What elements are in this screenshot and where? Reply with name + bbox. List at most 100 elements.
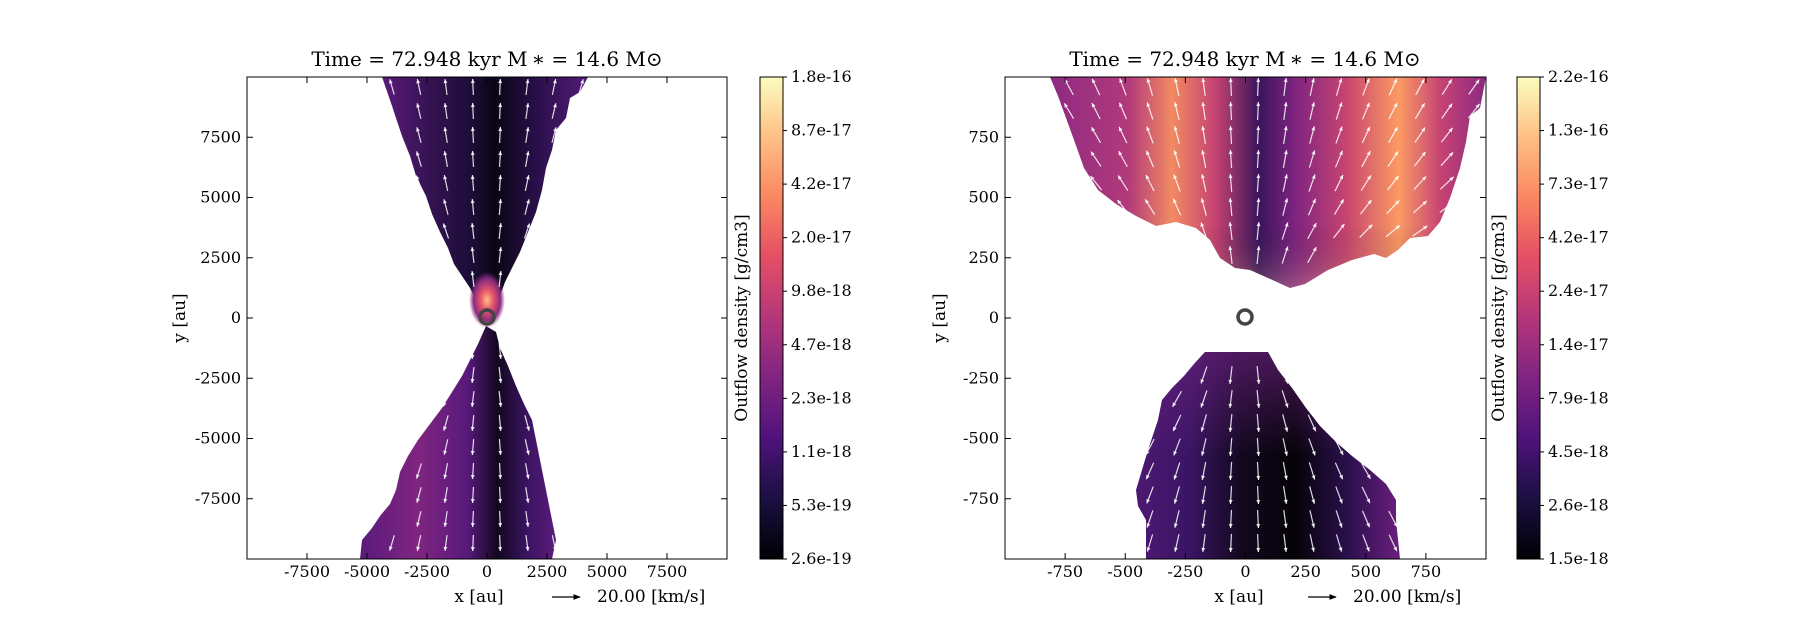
- right-xtick-label: 750: [1411, 562, 1442, 581]
- right-velocity-arrowhead: [1228, 427, 1233, 432]
- right-velocity-arrowhead: [1393, 127, 1398, 132]
- right-velocity-arrowhead: [1312, 198, 1316, 204]
- right-velocity-arrowhead: [1477, 201, 1482, 206]
- right-velocity-arrowhead: [1145, 426, 1149, 431]
- right-velocity-arrowhead: [1200, 174, 1205, 179]
- right-velocity-arrowhead: [1228, 222, 1233, 227]
- right-velocity-arrowhead: [1090, 151, 1095, 156]
- left-colorbar-tick-label: 4.2e-17: [791, 174, 852, 193]
- right-velocity-arrowhead: [1366, 151, 1371, 156]
- left-ylabel: y [au]: [170, 293, 190, 343]
- right-velocity-arrowhead: [1117, 199, 1122, 205]
- left-colorbar-tick-label: 2.6e-19: [791, 549, 852, 568]
- right-velocity-arrowhead: [1284, 174, 1288, 179]
- right-velocity-arrowhead: [1200, 198, 1205, 203]
- right-ytick-label: 250: [968, 248, 999, 267]
- right-colorbar-tick-label: 2.4e-17: [1548, 281, 1609, 300]
- right-velocity-arrowhead: [1200, 379, 1205, 384]
- left-velocity-arrowhead: [470, 450, 475, 455]
- right-velocity-arrowhead: [1311, 174, 1316, 179]
- left-velocity-arrowhead: [443, 546, 448, 551]
- left-velocity-arrowhead: [552, 522, 557, 527]
- right-velocity-arrowhead: [1395, 225, 1400, 230]
- right-velocity-arrowhead: [1365, 78, 1370, 84]
- left-velocity-arrowhead: [498, 175, 503, 180]
- right-velocity-arrowhead: [1338, 523, 1343, 528]
- right-velocity-arrowhead: [1144, 223, 1149, 229]
- right-velocity-arrowhead: [1393, 78, 1397, 84]
- left-velocity-arrowhead: [442, 426, 447, 431]
- right-velocity-arrowhead: [1476, 152, 1481, 157]
- right-velocity-arrowhead: [1475, 79, 1480, 85]
- right-velocity-arrowhead: [1228, 198, 1233, 203]
- left-ytick-label: 5000: [200, 188, 241, 207]
- right-velocity-arrowhead: [1228, 403, 1233, 408]
- right-velocity-arrowhead: [1036, 103, 1041, 109]
- left-colorbar-tick-label: 2.0e-17: [791, 228, 852, 247]
- left-heatmap: [360, 77, 588, 559]
- left-velocity-arrowhead: [470, 103, 475, 108]
- right-velocity-arrowhead: [1173, 126, 1178, 131]
- left-velocity-arrowhead: [470, 151, 475, 156]
- right-xtick-label: 250: [1290, 562, 1321, 581]
- right-velocity-arrowhead: [1036, 127, 1041, 133]
- right-velocity-arrowhead: [1228, 174, 1233, 179]
- right-velocity-arrowhead: [1284, 403, 1289, 408]
- left-velocity-arrowhead: [580, 522, 585, 527]
- right-velocity-arrowhead: [1284, 246, 1289, 251]
- right-velocity-arrowhead: [1146, 474, 1150, 480]
- right-velocity-arrowhead: [1228, 246, 1233, 251]
- left-colorbar: [759, 76, 784, 560]
- left-velocity-arrowhead: [498, 426, 503, 431]
- left-velocity-arrowhead: [498, 354, 503, 359]
- left-colorbar-tick-label: 4.7e-18: [791, 335, 852, 354]
- left-velocity-arrowhead: [498, 522, 503, 527]
- left-velocity-arrowhead: [553, 175, 558, 180]
- right-velocity-arrowhead: [1228, 499, 1233, 504]
- right-velocity-arrowhead: [1256, 403, 1261, 408]
- left-velocity-arrowhead: [553, 450, 558, 455]
- right-colorbar-label: Outflow density [g/cm3]: [1489, 214, 1509, 421]
- left-velocity-arrowhead: [498, 151, 503, 156]
- right-velocity-arrowhead: [1447, 79, 1452, 84]
- left-core-glow: [469, 272, 505, 328]
- left-velocity-arrowhead: [498, 247, 503, 252]
- right-velocity-arrowhead: [1283, 523, 1288, 528]
- right-velocity-arrowhead: [1311, 451, 1316, 456]
- right-velocity-arrowhead: [1201, 499, 1206, 504]
- right-velocity-arrowhead: [1394, 200, 1400, 205]
- right-velocity-arrowhead: [1173, 523, 1178, 528]
- right-velocity-arrowhead: [1365, 546, 1370, 552]
- left-colorbar-tick-label: 2.3e-18: [791, 388, 852, 407]
- left-velocity-arrowhead: [470, 175, 475, 180]
- right-velocity-arrowhead: [1090, 175, 1095, 181]
- right-velocity-arrowhead: [1256, 150, 1261, 155]
- left-velocity-arrowhead: [498, 199, 503, 204]
- left-velocity-arrowhead: [470, 522, 475, 527]
- right-velocity-arrowhead: [1173, 450, 1178, 456]
- right-vector-key: 20.00 [km/s]: [1353, 587, 1461, 607]
- right-velocity-arrowhead: [1421, 151, 1426, 157]
- left-colorbar-tick-label: 9.8e-18: [791, 281, 852, 300]
- right-velocity-arrowhead: [1145, 450, 1150, 455]
- right-velocity-arrowhead: [1173, 102, 1178, 107]
- right-velocity-arrowhead: [1008, 152, 1013, 157]
- right-xtick-label: 0: [1240, 562, 1250, 581]
- left-colorbar-ticks: 1.8e-16 8.7e-17 4.2e-17 2.0e-17 9.8e-18 4.7e-…: [783, 67, 852, 568]
- left-velocity-arrowhead: [498, 223, 503, 228]
- right-velocity-arrowhead: [1201, 78, 1206, 83]
- left-velocity-arrowhead: [470, 127, 475, 132]
- left-velocity-arrowhead: [525, 474, 530, 479]
- right-ytick-label: 750: [968, 127, 999, 146]
- right-xlabel: x [au]: [1214, 587, 1263, 607]
- right-ylabel: y [au]: [930, 293, 950, 343]
- right-velocity-arrowhead: [1009, 103, 1014, 109]
- right-velocity-arrowhead: [1173, 475, 1178, 480]
- right-velocity-arrowhead: [1421, 176, 1427, 181]
- right-velocity-arrowhead: [1092, 78, 1096, 84]
- right-velocity-arrowhead: [1311, 102, 1316, 107]
- right-velocity-arrowhead: [1475, 103, 1480, 109]
- right-velocity-arrowhead: [1034, 226, 1039, 231]
- right-axis-ticks: -750 -500 -250 0 250 500 750 -750 -500 -250 0 250 50…: [963, 77, 1486, 581]
